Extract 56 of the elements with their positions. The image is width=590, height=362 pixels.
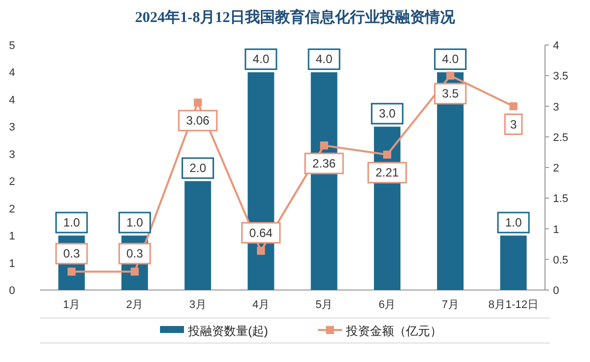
point [194,98,202,107]
x-tick-label: 5月 [316,299,333,311]
y-tick-label: 1 [8,258,16,270]
x-tick-label: 2月 [126,299,144,311]
data-label: 3.06 [186,114,210,128]
y2-tick-label: 2.5 [553,132,568,144]
data-label: 4.0 [442,52,459,66]
data-label: 0.3 [63,246,80,261]
x-tick-label: 4月 [252,299,270,311]
y2-tick-label: 3.5 [553,70,568,83]
data-label: 0.64 [249,226,273,240]
y2-tick-label: 4 [553,40,560,52]
legend-label: 投资金额（亿元） [345,324,442,338]
data-label: 1.0 [126,216,144,230]
data-label: 2.21 [376,166,400,180]
y-tick-label: 3 [8,148,16,161]
y-tick-label: 3 [8,122,16,134]
data-label: 3.5 [442,86,459,101]
bar [500,236,527,290]
point [383,150,392,159]
y2-tick-label: 1 [553,224,560,236]
point [68,268,76,276]
x-tick-label: 8月1-12日 [488,299,539,311]
y-tick-label: 1 [8,230,16,243]
y2-tick-label: 0.5 [553,254,568,266]
point [256,246,265,255]
x-tick-label: 7月 [442,299,459,311]
chart-title: 2024年1-8月12日我国教育信息化行业投融资情况 [135,8,456,26]
data-label: 4.0 [252,52,270,66]
y-tick-label: 4 [8,67,16,80]
y-tick-label: 0 [8,285,16,297]
data-label: 2.36 [312,156,336,170]
y-tick-label: 2 [8,203,16,216]
point [320,141,328,150]
point [509,102,518,110]
y-tick-label: 5 [8,40,16,52]
y2-tick-label: 2 [553,162,560,174]
data-label: 1.0 [63,216,80,230]
y2-tick-label: 0 [553,285,560,297]
legend-label: 投融资数量(起) [187,324,268,338]
bar [184,181,212,290]
data-label: 3 [510,117,518,132]
y-tick-label: 4 [8,94,16,106]
data-label: 1.0 [505,216,522,230]
y-tick-label: 2 [8,176,16,188]
y2-tick-label: 1.5 [553,193,568,206]
x-tick-label: 6月 [378,299,396,311]
x-tick-label: 3月 [189,299,206,311]
point [130,268,139,276]
data-label: 3.0 [378,106,396,121]
point [446,72,454,80]
y2-tick-label: 3 [553,101,560,114]
data-label: 4.0 [316,52,333,66]
x-tick-label: 1月 [63,299,80,311]
data-label: 2.0 [189,161,206,176]
data-label: 0.3 [126,246,144,261]
